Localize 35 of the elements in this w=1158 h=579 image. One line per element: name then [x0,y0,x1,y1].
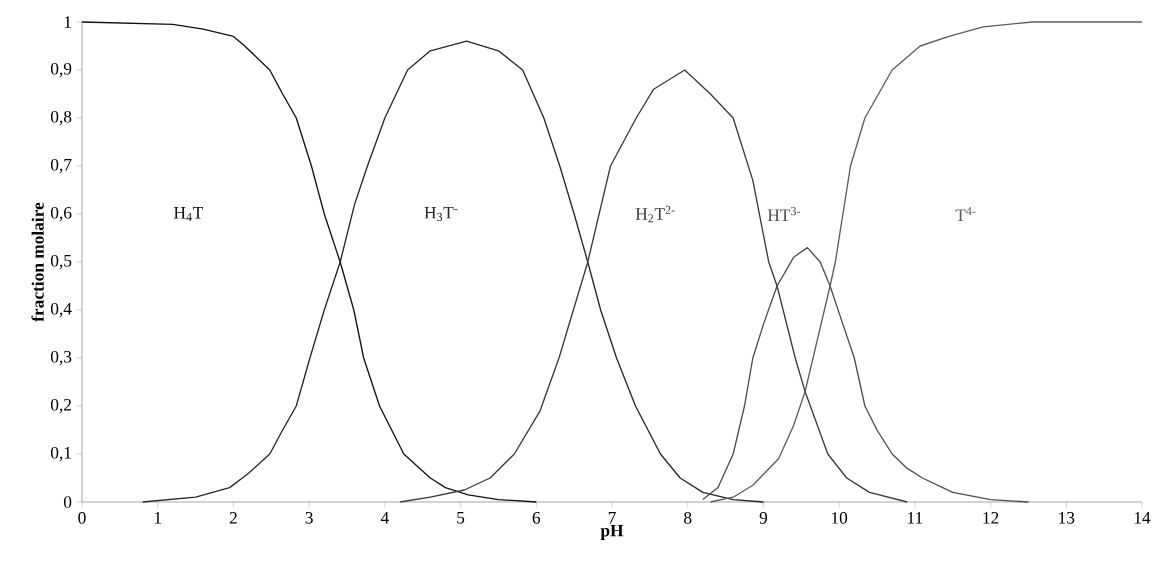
y-tick-label: 0,4 [50,302,72,318]
x-tick-label: 4 [380,512,389,524]
x-tick-label: 11 [908,512,923,524]
x-tick-label: 3 [305,512,313,524]
text: H$_{3}$T$^{-}$ [424,207,458,221]
x-tick-label: 13 [1059,512,1075,524]
y-axis-title: fraction molaire [31,202,44,322]
y-tick-label: 0,2 [50,398,71,414]
y-tick-label: 0,9 [50,62,72,78]
y-tick-label: 1 [64,16,71,28]
text: T$^{4-}$ [955,207,976,221]
x-tick-label: 6 [532,512,541,524]
line-series [399,69,908,503]
x-tick-label: 10 [832,512,848,524]
x-tick-label: 7 [608,512,616,524]
x-tick-label: 2 [229,512,237,524]
series-label: HT$^{3-}$ [767,207,801,221]
y-tick-label: 0,1 [50,446,71,462]
y-tick-label: 0,5 [50,254,72,270]
y-tick-label: 0 [63,496,72,508]
x-tick-label: 1 [154,512,162,524]
text: H$_{4}$T [173,207,204,221]
x-tick-label: 8 [684,512,692,524]
x-tick-label: 9 [759,512,768,524]
x-tick-label: 5 [457,512,465,524]
x-tick-label: 14 [1134,512,1151,524]
x-axis-title: pH [600,524,624,540]
x-tick-label: 0 [78,512,86,524]
series-label: H$_{2}$T$^{2-}$ [635,205,675,223]
x-tick-label: 12 [983,512,999,524]
y-tick-label: 0,7 [50,158,72,174]
line-series [141,40,765,503]
y-tick-label: 0,3 [50,350,72,366]
y-tick-label: 0,6 [50,206,72,222]
y-tick-label: 0,8 [50,110,72,126]
